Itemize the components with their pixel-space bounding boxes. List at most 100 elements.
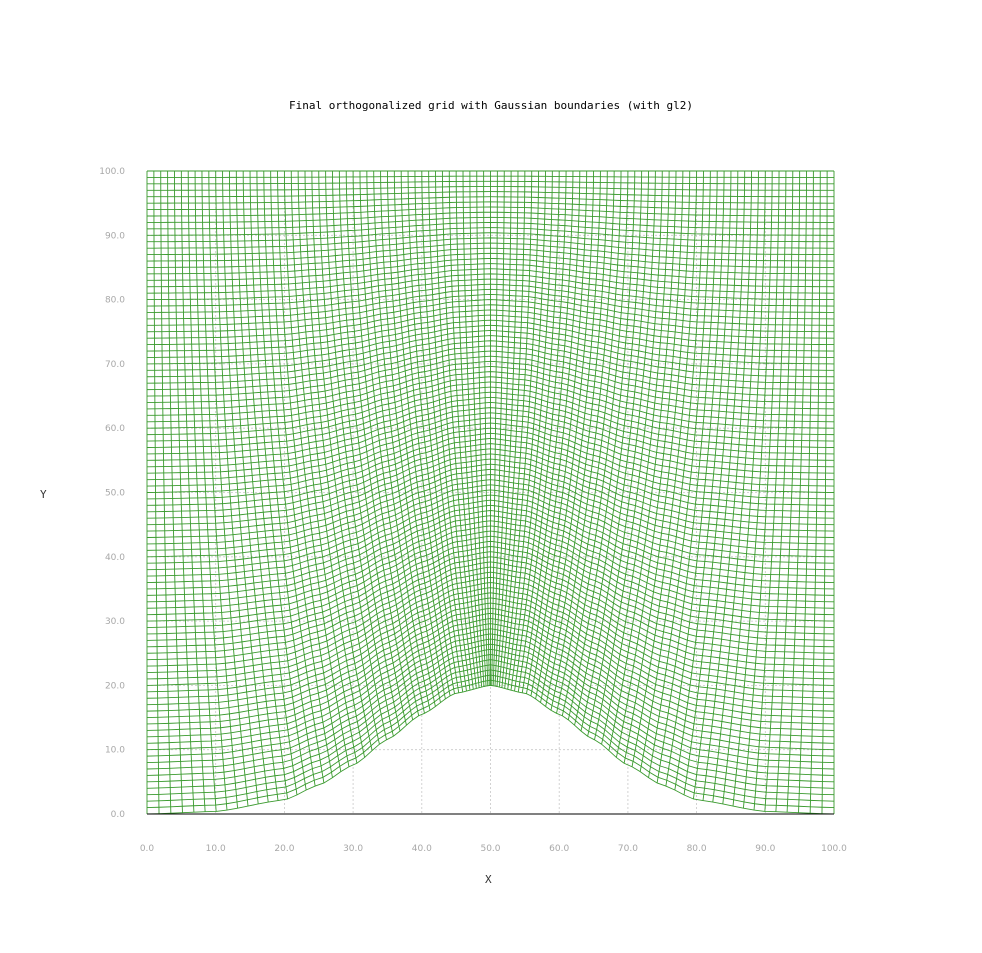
- mesh-line-column: [514, 170, 560, 692]
- mesh-line-column: [366, 170, 431, 711]
- mesh-line-column: [498, 170, 526, 688]
- mesh-line-column: [256, 170, 316, 787]
- mesh-line-column: [764, 170, 794, 812]
- mesh-line-column: [501, 170, 533, 688]
- y-tick-label: 100.0: [99, 167, 125, 177]
- mesh-line-column: [492, 170, 505, 686]
- mesh-line-column: [167, 170, 183, 813]
- axes: 0.0 10.0 20.0 30.0 40.0 50.0 60.0 70.0 80.0 90.0 1…: [99, 167, 847, 854]
- x-tick-label: 80.0: [687, 844, 707, 854]
- chart-title: Final orthogonalized grid with Gaussian …: [289, 99, 693, 112]
- mesh-line-column: [270, 170, 333, 778]
- mesh-line-column: [798, 170, 814, 813]
- y-tick-label: 0.0: [111, 810, 126, 820]
- mesh-line-column: [174, 170, 195, 813]
- mesh-line-column: [507, 170, 546, 690]
- x-tick-label: 90.0: [755, 844, 775, 854]
- mesh-line-column: [504, 170, 540, 689]
- mesh-line-column: [561, 170, 629, 716]
- mesh-line-column: [194, 170, 228, 811]
- mesh-line-column: [428, 170, 471, 691]
- mesh-line-column: [283, 170, 350, 767]
- mesh-line-column: [775, 170, 801, 812]
- mesh-line-column: [732, 170, 773, 807]
- mesh-line-column: [674, 170, 732, 791]
- mesh-line-column: [373, 170, 436, 707]
- y-tick-label: 10.0: [105, 746, 125, 756]
- mesh-line-column: [249, 170, 307, 791]
- y-tick-label: 40.0: [105, 553, 125, 563]
- mesh-line-column: [639, 170, 704, 772]
- mesh-line-column: [180, 170, 206, 812]
- mesh-line-column: [601, 170, 670, 745]
- mesh-line-column: [722, 170, 766, 804]
- mesh-line-column: [228, 170, 279, 801]
- x-tick-label: 70.0: [618, 844, 638, 854]
- mesh-line-column: [809, 170, 821, 814]
- mesh-line-column: [742, 170, 780, 809]
- x-tick-label: 40.0: [412, 844, 432, 854]
- mesh-line-column: [540, 170, 601, 703]
- mesh-line-column: [517, 170, 567, 693]
- mesh-line-column: [615, 170, 684, 758]
- mesh-line-column: [393, 170, 451, 696]
- mesh-line-column: [656, 170, 718, 784]
- mesh-line-column: [469, 170, 487, 687]
- mesh-line-column: [496, 170, 519, 687]
- mesh-line-column: [380, 170, 441, 703]
- mesh-line-column: [753, 170, 787, 811]
- mesh-line-column: [623, 170, 691, 764]
- mesh-line-column: [692, 170, 746, 800]
- mesh-line-column: [455, 170, 483, 688]
- mesh-line-column: [702, 170, 753, 801]
- mesh-line-column: [352, 170, 420, 716]
- x-axis-label: X: [485, 873, 492, 886]
- mesh-line-column: [201, 170, 239, 809]
- mesh-line-column: [421, 170, 467, 692]
- y-tick-label: 30.0: [105, 617, 125, 627]
- mesh-line-column: [510, 170, 553, 691]
- mesh-line-column: [567, 170, 636, 720]
- mesh-line-column: [526, 170, 581, 694]
- mesh-line-column: [345, 170, 414, 720]
- mesh-line-column: [153, 170, 160, 814]
- mesh-line-column: [786, 170, 807, 813]
- mesh-line-column: [160, 170, 172, 814]
- mesh-line-column: [530, 170, 588, 696]
- mesh-line-column: [325, 170, 394, 737]
- mesh-line-column: [208, 170, 249, 807]
- mesh-line-column: [242, 170, 298, 795]
- mesh-line-column: [821, 170, 828, 814]
- mesh-line-column: [521, 170, 574, 693]
- mesh-line-column: [665, 170, 725, 787]
- x-tick-label: 0.0: [140, 844, 155, 854]
- mesh-line-column: [359, 170, 425, 714]
- mesh-line-column: [587, 170, 656, 737]
- y-tick-label: 60.0: [105, 424, 125, 434]
- x-tick-label: 10.0: [206, 844, 226, 854]
- mesh: [146, 170, 835, 815]
- y-tick-label: 20.0: [105, 681, 125, 691]
- mesh-line-column: [187, 170, 217, 812]
- mesh-line-row: [146, 674, 835, 802]
- mesh-line-column: [550, 170, 615, 711]
- mesh-line-column: [215, 170, 259, 804]
- mesh-line-column: [683, 170, 739, 795]
- mesh-line-column: [311, 170, 380, 745]
- x-tick-label: 20.0: [274, 844, 294, 854]
- mesh-line-column: [545, 170, 608, 707]
- x-tick-label: 60.0: [549, 844, 569, 854]
- mesh-line-column: [608, 170, 677, 751]
- mesh-line-column: [263, 170, 325, 784]
- mesh-line-column: [483, 170, 490, 686]
- mesh-line-column: [648, 170, 711, 778]
- mesh-line-column: [712, 170, 759, 803]
- mesh-line-column: [580, 170, 649, 732]
- x-tick-label: 50.0: [480, 844, 500, 854]
- mesh-line-column: [318, 170, 387, 740]
- mesh-line-column: [222, 170, 269, 803]
- mesh-line-column: [556, 170, 622, 714]
- mesh-line-column: [304, 170, 373, 751]
- mesh-line-column: [631, 170, 698, 767]
